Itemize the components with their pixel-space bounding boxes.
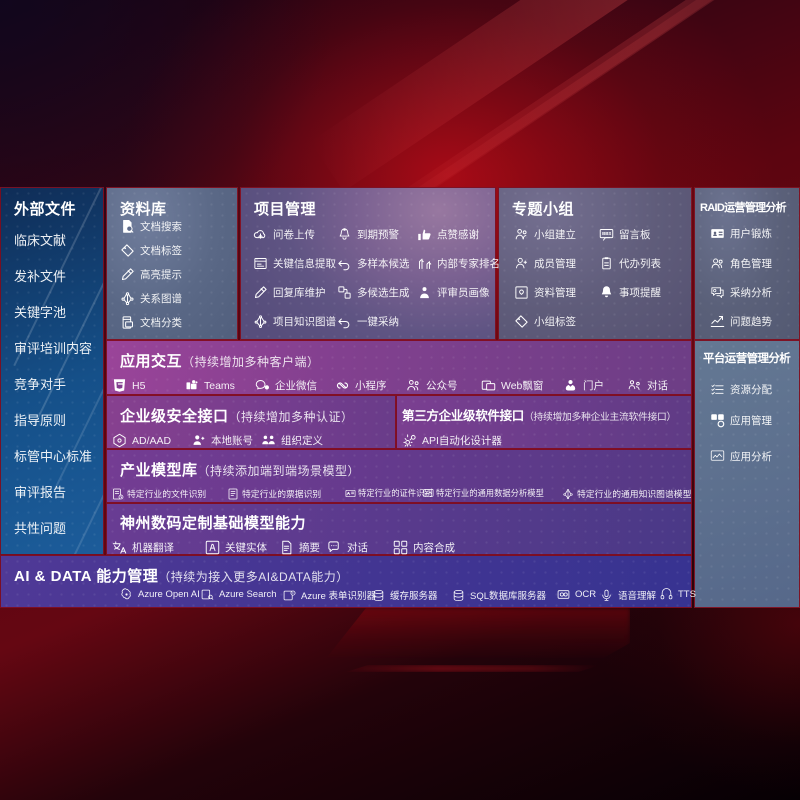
svg-text:BBS: BBS [602, 231, 611, 236]
svg-text:C: C [292, 591, 294, 595]
